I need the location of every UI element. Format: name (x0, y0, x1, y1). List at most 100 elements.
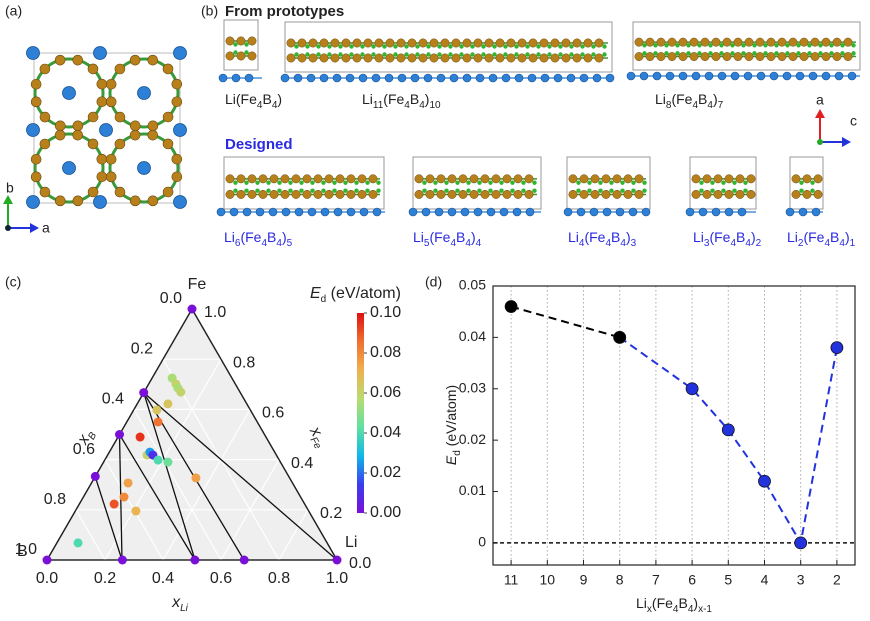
tick-label: 0.6 (262, 405, 284, 422)
subscript: Li (180, 603, 189, 614)
b-atom (525, 44, 530, 49)
fe-atom (634, 52, 644, 62)
fe-atom (601, 189, 611, 199)
fe-atom (480, 189, 490, 199)
li-atom (847, 71, 857, 81)
b-atom (376, 180, 381, 185)
fe-atom (247, 36, 257, 46)
subscript: Fe (307, 435, 323, 451)
b-atom (818, 51, 823, 56)
fe-atom (691, 189, 701, 199)
axis-name: a (42, 220, 50, 236)
b-atom (653, 43, 658, 48)
b-atom (354, 188, 359, 193)
li-atom (737, 207, 747, 217)
b-atom (796, 51, 801, 56)
fe-atom (418, 38, 428, 48)
b-atom (829, 51, 834, 56)
fe-atom (623, 174, 633, 184)
axis-title: xLi (171, 594, 189, 614)
y-tick-label: 0.04 (459, 328, 486, 344)
fe-atom (691, 174, 701, 184)
fe-atom (473, 53, 483, 63)
b-atom (642, 180, 647, 185)
fe-atom (162, 138, 174, 150)
b-atom (448, 44, 453, 49)
li-atom (665, 71, 675, 81)
li-atom (294, 207, 304, 217)
b-atom (365, 180, 370, 185)
fe-atom (755, 37, 765, 47)
panel-label: (c) (5, 274, 21, 290)
li-atom (628, 207, 638, 217)
subscript: 7 (718, 100, 724, 111)
fe-atom (528, 53, 538, 63)
fe-atom (368, 189, 378, 199)
text-part: B (698, 91, 707, 107)
fe-atom (280, 174, 290, 184)
text-part: ) (713, 91, 718, 107)
fe-atom (447, 189, 457, 199)
li-atom (26, 195, 40, 209)
fe-atom (346, 189, 356, 199)
fe-atom (225, 189, 235, 199)
fe-atom (87, 186, 99, 198)
li-atom (678, 71, 688, 81)
fe-atom (799, 37, 809, 47)
colorbar-tick-label: 0.08 (370, 344, 401, 361)
li-atom (137, 161, 151, 175)
axis-title: xFe (303, 423, 331, 451)
text-part: ) (425, 91, 430, 107)
arrow-head (3, 195, 13, 204)
li-atom (320, 207, 330, 217)
subscript: 4 (730, 238, 736, 249)
colorbar-title: Ed (eV/atom) (310, 285, 401, 305)
b-atom (730, 51, 735, 56)
b-atom (244, 42, 249, 47)
fe-atom (667, 37, 677, 47)
text-part: Li (787, 229, 798, 245)
b-atom (763, 51, 768, 56)
li-atom (358, 73, 368, 83)
b-atom (310, 188, 315, 193)
b-atom (708, 43, 713, 48)
subscript: 10 (429, 100, 441, 111)
li-atom (319, 73, 329, 83)
b-atom (327, 52, 332, 57)
fe-atom (667, 52, 677, 62)
b-atom (404, 44, 409, 49)
fe-atom (678, 37, 688, 47)
composition-point (191, 473, 201, 483)
fe-atom (418, 53, 428, 63)
fe-atom (791, 189, 801, 199)
arrow-head (815, 109, 825, 118)
fe-atom (583, 38, 593, 48)
li-atom (255, 207, 265, 217)
text-part: (Fe (240, 229, 261, 245)
b-atom (316, 44, 321, 49)
b-atom (580, 52, 585, 57)
composition-point (139, 388, 149, 398)
fe-atom (724, 189, 734, 199)
li-atom (589, 207, 599, 217)
fe-atom (114, 138, 126, 150)
fe-atom (105, 153, 117, 165)
axis-name: a (816, 92, 824, 108)
b-atom (569, 52, 574, 57)
b-atom (532, 180, 537, 185)
subscript: 4 (404, 100, 410, 111)
composition-point (163, 399, 173, 409)
fe-atom (495, 53, 505, 63)
b-atom (470, 52, 475, 57)
li-atom (346, 207, 356, 217)
fe-atom (162, 63, 174, 75)
b-atom (266, 188, 271, 193)
tie-line (143, 392, 338, 561)
fe-atom (72, 120, 84, 132)
cell-box (789, 156, 824, 210)
li-atom (525, 207, 535, 217)
fe-atom (30, 153, 42, 165)
b-atom (697, 43, 702, 48)
fe-atom (550, 38, 560, 48)
li-atom (717, 71, 727, 81)
